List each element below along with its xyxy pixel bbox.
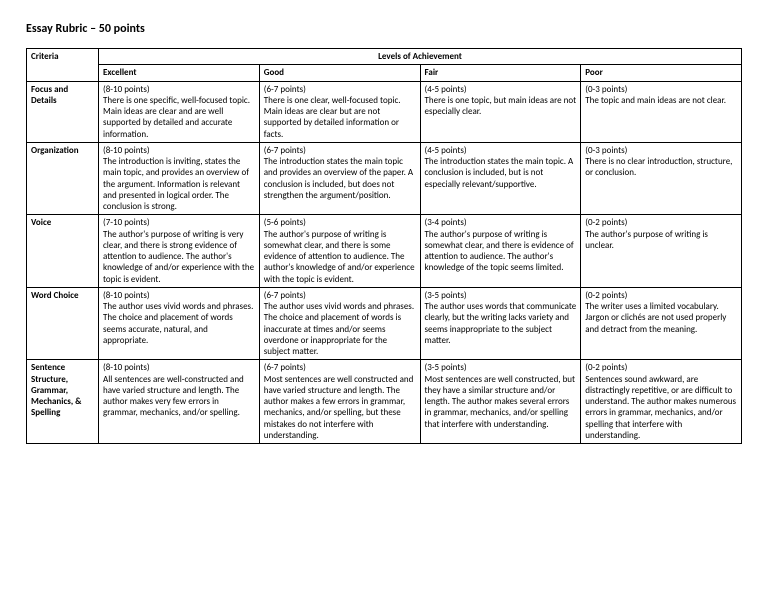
- criteria-cell: Focus and Details: [27, 81, 99, 142]
- cell-good: (6-7 points)There is one clear, well-foc…: [259, 81, 420, 142]
- points-label: (3-4 points): [425, 217, 577, 228]
- criteria-cell: Organization: [27, 142, 99, 215]
- cell-fair: (4-5 points)There is one topic, but main…: [420, 81, 581, 142]
- points-label: (6-7 points): [264, 290, 416, 301]
- points-label: (8-10 points): [103, 362, 255, 373]
- points-label: (0-3 points): [585, 145, 737, 156]
- criteria-header: Criteria: [27, 49, 99, 82]
- table-row: Sentence Structure, Grammar, Mechanics, …: [27, 360, 742, 444]
- cell-text: The introduction states the main topic. …: [425, 156, 574, 190]
- points-label: (7-10 points): [103, 217, 255, 228]
- cell-excellent: (8-10 points)All sentences are well-cons…: [99, 360, 260, 444]
- points-label: (4-5 points): [425, 145, 577, 156]
- points-label: (3-5 points): [425, 290, 577, 301]
- cell-excellent: (7-10 points)The author's purpose of wri…: [99, 215, 260, 288]
- cell-text: The author uses vivid words and phrases.…: [264, 301, 414, 357]
- points-label: (6-7 points): [264, 145, 416, 156]
- cell-excellent: (8-10 points)The author uses vivid words…: [99, 287, 260, 360]
- criteria-cell: Word Choice: [27, 287, 99, 360]
- col-excellent: Excellent: [99, 65, 260, 81]
- cell-text: The author's purpose of writing is uncle…: [585, 229, 708, 251]
- col-poor: Poor: [581, 65, 742, 81]
- points-label: (8-10 points): [103, 290, 255, 301]
- criteria-cell: Voice: [27, 215, 99, 288]
- cell-text: There is one specific, well-focused topi…: [103, 95, 250, 140]
- cell-text: There is no clear introduction, structur…: [585, 156, 732, 178]
- cell-excellent: (8-10 points)The introduction is invitin…: [99, 142, 260, 215]
- cell-text: There is one clear, well-focused topic. …: [264, 95, 401, 140]
- points-label: (8-10 points): [103, 84, 255, 95]
- points-label: (4-5 points): [425, 84, 577, 95]
- table-row: Word Choice (8-10 points)The author uses…: [27, 287, 742, 360]
- page-title: Essay Rubric – 50 points: [26, 22, 742, 36]
- criteria-cell: Sentence Structure, Grammar, Mechanics, …: [27, 360, 99, 444]
- cell-text: Most sentences are well constructed and …: [264, 374, 414, 441]
- cell-fair: (3-5 points)The author uses words that c…: [420, 287, 581, 360]
- cell-excellent: (8-10 points)There is one specific, well…: [99, 81, 260, 142]
- points-label: (0-2 points): [585, 217, 737, 228]
- cell-text: The author's purpose of writing is somew…: [425, 229, 574, 274]
- cell-good: (5-6 points)The author's purpose of writ…: [259, 215, 420, 288]
- cell-text: There is one topic, but main ideas are n…: [425, 95, 577, 117]
- cell-text: The author's purpose of writing is somew…: [264, 229, 415, 285]
- cell-fair: (3-5 points)Most sentences are well cons…: [420, 360, 581, 444]
- levels-banner: Levels of Achievement: [99, 49, 742, 65]
- cell-good: (6-7 points)The author uses vivid words …: [259, 287, 420, 360]
- cell-text: The topic and main ideas are not clear.: [585, 95, 726, 106]
- points-label: (6-7 points): [264, 84, 416, 95]
- points-label: (0-2 points): [585, 362, 737, 373]
- cell-poor: (0-3 points)There is no clear introducti…: [581, 142, 742, 215]
- cell-good: (6-7 points)The introduction states the …: [259, 142, 420, 215]
- level-header-row: Excellent Good Fair Poor: [27, 65, 742, 81]
- cell-fair: (3-4 points)The author's purpose of writ…: [420, 215, 581, 288]
- points-label: (0-3 points): [585, 84, 737, 95]
- cell-fair: (4-5 points)The introduction states the …: [420, 142, 581, 215]
- cell-poor: (0-3 points)The topic and main ideas are…: [581, 81, 742, 142]
- cell-text: Most sentences are well constructed, but…: [425, 374, 576, 430]
- table-row: Organization (8-10 points)The introducti…: [27, 142, 742, 215]
- table-row: Voice (7-10 points)The author's purpose …: [27, 215, 742, 288]
- cell-text: The writer uses a limited vocabulary. Ja…: [585, 301, 726, 335]
- cell-poor: (0-2 points)The author's purpose of writ…: [581, 215, 742, 288]
- criteria-header-label: Criteria: [31, 51, 59, 62]
- cell-good: (6-7 points)Most sentences are well cons…: [259, 360, 420, 444]
- table-row: Focus and Details (8-10 points)There is …: [27, 81, 742, 142]
- cell-poor: (0-2 points)The writer uses a limited vo…: [581, 287, 742, 360]
- points-label: (6-7 points): [264, 362, 416, 373]
- rubric-table: Criteria Levels of Achievement Excellent…: [26, 48, 742, 444]
- cell-text: The author uses words that communicate c…: [425, 301, 577, 346]
- points-label: (8-10 points): [103, 145, 255, 156]
- points-label: (3-5 points): [425, 362, 577, 373]
- col-fair: Fair: [420, 65, 581, 81]
- cell-text: The author's purpose of writing is very …: [103, 229, 254, 285]
- cell-poor: (0-2 points)Sentences sound awkward, are…: [581, 360, 742, 444]
- banner-row: Criteria Levels of Achievement: [27, 49, 742, 65]
- points-label: (0-2 points): [585, 290, 737, 301]
- points-label: (5-6 points): [264, 217, 416, 228]
- cell-text: All sentences are well-constructed and h…: [103, 374, 244, 419]
- col-good: Good: [259, 65, 420, 81]
- cell-text: The author uses vivid words and phrases.…: [103, 301, 253, 346]
- cell-text: Sentences sound awkward, are distracting…: [585, 374, 736, 441]
- cell-text: The introduction states the main topic a…: [264, 156, 413, 201]
- cell-text: The introduction is inviting, states the…: [103, 156, 249, 212]
